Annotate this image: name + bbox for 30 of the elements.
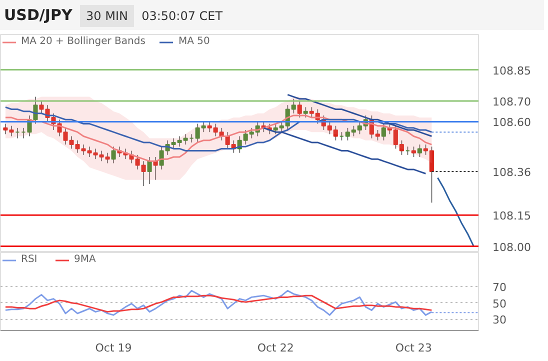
chart-subtitle: 30 MIN [80, 5, 134, 27]
legend-label: RSI [21, 254, 38, 265]
candlestick [417, 144, 422, 158]
y-tick-label: 30 [492, 314, 506, 327]
legend-label: 9MA [74, 254, 96, 265]
y-tick-label: 108.15 [492, 210, 531, 223]
line-series [436, 177, 474, 248]
text: 03:50:07 CET [142, 9, 223, 23]
line-series [4, 294, 432, 313]
candlestick [411, 146, 416, 158]
line-series [286, 94, 432, 137]
chart-title: USD/JPY [4, 6, 72, 24]
y-tick-label: 108.60 [492, 116, 531, 130]
candlestick [297, 100, 302, 118]
x-tick-label: Oct 22 [257, 342, 294, 354]
y-tick-label: 108.36 [492, 166, 531, 180]
y-tick-label: 108.70 [492, 95, 531, 108]
y-tick-label: 70 [492, 281, 506, 294]
x-tick-label: Oct 23 [395, 342, 432, 354]
legend-label: MA 50 [178, 36, 210, 47]
y-tick-label: 50 [492, 297, 506, 310]
candlestick [303, 106, 308, 118]
y-tick-label: 108.00 [492, 240, 531, 254]
candlestick [381, 123, 386, 141]
y-tick-label: 108.85 [492, 64, 531, 78]
candlestick [111, 146, 116, 164]
legend-label: MA 20 + Bollinger Bands [21, 36, 146, 47]
candlestick [147, 156, 152, 184]
line-series [4, 106, 432, 152]
x-tick-label: Oct 19 [95, 342, 132, 354]
